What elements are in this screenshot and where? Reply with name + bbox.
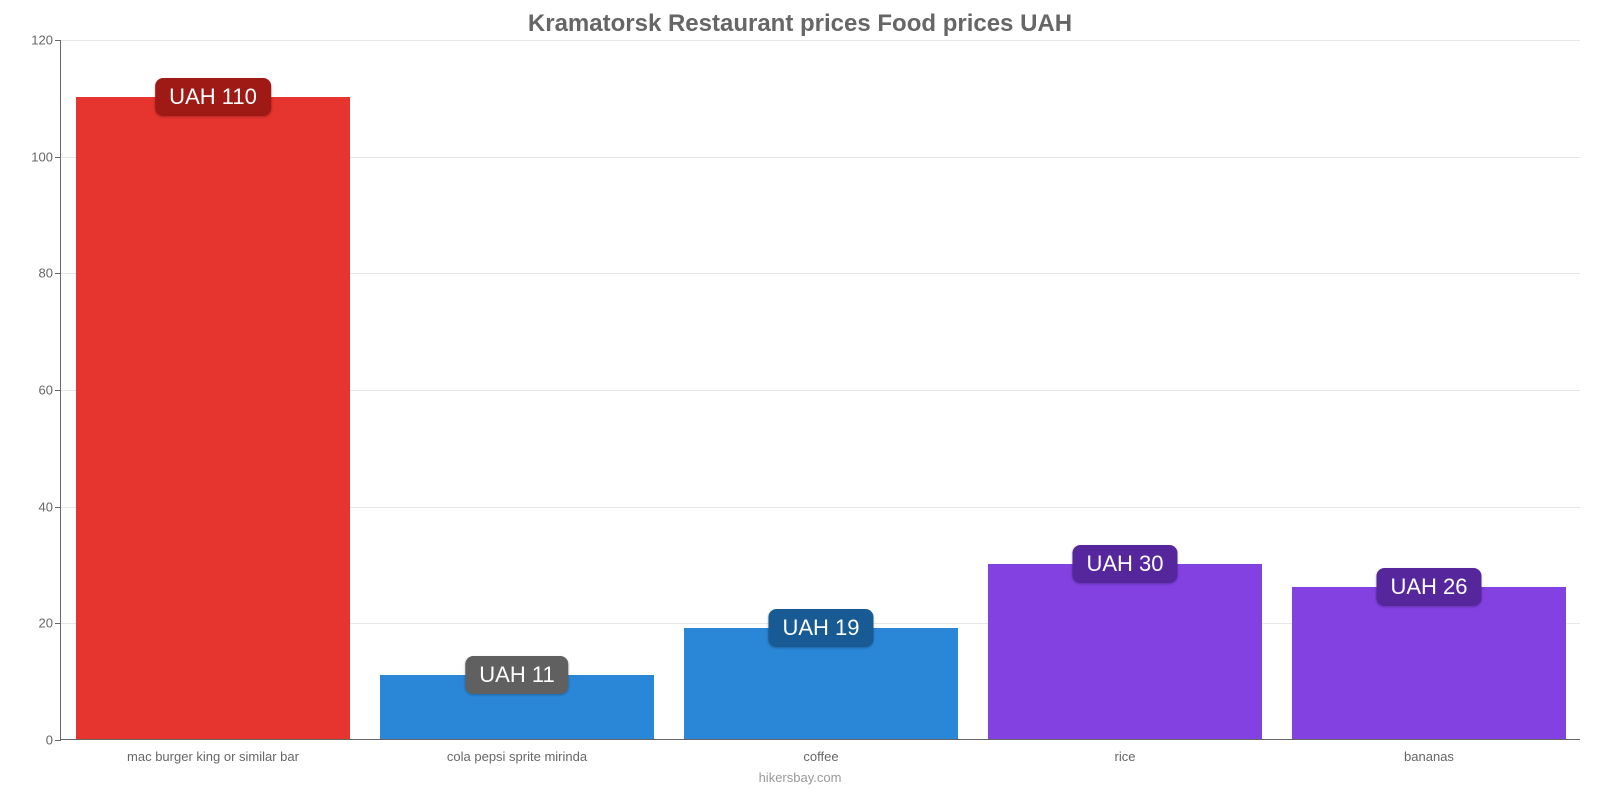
value-badge: UAH 110: [155, 78, 271, 116]
ytick-label: 0: [46, 733, 61, 748]
ytick-label: 80: [39, 266, 61, 281]
xtick-label: cola pepsi sprite mirinda: [447, 739, 587, 764]
xtick-label: coffee: [803, 739, 838, 764]
xtick-label: rice: [1115, 739, 1136, 764]
xtick-label: bananas: [1404, 739, 1454, 764]
ytick-label: 100: [31, 149, 61, 164]
price-bar-chart: Kramatorsk Restaurant prices Food prices…: [0, 0, 1600, 800]
value-badge: UAH 26: [1376, 568, 1481, 606]
ytick-label: 40: [39, 499, 61, 514]
bar: [988, 564, 1262, 739]
value-badge: UAH 19: [768, 609, 873, 647]
ytick-label: 20: [39, 616, 61, 631]
bar: [76, 97, 350, 739]
gridline: [61, 40, 1580, 41]
xtick-label: mac burger king or similar bar: [127, 739, 299, 764]
value-badge: UAH 30: [1072, 545, 1177, 583]
chart-footer: hikersbay.com: [0, 770, 1600, 785]
value-badge: UAH 11: [465, 656, 568, 694]
chart-title: Kramatorsk Restaurant prices Food prices…: [0, 10, 1600, 38]
ytick-label: 60: [39, 383, 61, 398]
plot-area: 020406080100120UAH 110mac burger king or…: [60, 40, 1580, 740]
bar: [1292, 587, 1566, 739]
ytick-label: 120: [31, 33, 61, 48]
